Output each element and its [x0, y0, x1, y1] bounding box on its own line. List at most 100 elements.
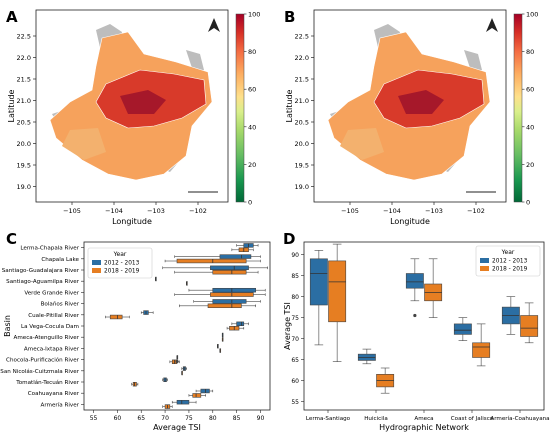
north-arrow-icon [486, 18, 498, 32]
chart-d-category-label: Armería-Coahuayana [490, 415, 549, 422]
box-body [176, 258, 247, 264]
map-x-tick-label: −105 [341, 207, 359, 215]
map-y-axis-label: Latitude [285, 89, 294, 122]
chart-c-category-label: Lerma-Chapala River [20, 246, 79, 252]
box-outlier [175, 359, 179, 364]
map-region-coast [62, 128, 106, 160]
chart-c-x-tick-label: 55 [90, 415, 98, 422]
chart-d-legend-box [475, 245, 541, 277]
box-body [309, 258, 328, 306]
map-y-tick-label: 21.5 [295, 76, 309, 84]
chart-d-networks: 55 60 65 70 75 80 85 90 Lerma-Santiago Huicicila A… [283, 241, 550, 432]
map-y-tick-label: 19.0 [17, 183, 31, 191]
box-body [236, 321, 245, 326]
colorbar-tick-label: 100 [526, 11, 538, 19]
chart-c-category-label: Ameca-Atenguillo River [14, 335, 80, 341]
chart-d-y-tick-label: 90 [291, 252, 299, 259]
chart-c-category-label: Verde Grande River [24, 290, 79, 296]
box-body [212, 287, 256, 293]
map-panel-a: −105 −104 −103 −102 22.5 22.0 21.5 21.0 20.5 20.0… [7, 9, 260, 226]
colorbar-tick-label: 60 [526, 86, 534, 94]
chart-c-category-label: Tomatlán-Tecuán River [15, 379, 79, 386]
chart-d-y-tick-label: 75 [291, 315, 299, 322]
map-y-axis-label: Latitude [7, 89, 16, 122]
chart-c-x-axis-label: Average TSI [153, 423, 201, 432]
box-body [328, 260, 347, 323]
colorbar [235, 13, 245, 203]
colorbar-tick-label: 60 [248, 86, 256, 94]
chart-c-x-tick-label: 85 [233, 415, 241, 422]
map-y-tick-label: 20.5 [295, 119, 309, 127]
chart-d-category-label: Huicicila [364, 416, 388, 422]
box-body [520, 315, 539, 337]
box-body [472, 342, 491, 358]
chart-c-category-label: Coahuayana River [28, 391, 80, 397]
box-body [207, 303, 242, 309]
box-body [212, 299, 247, 304]
chart-d-y-tick-label: 85 [291, 273, 299, 280]
box-body [109, 314, 123, 320]
map-y-tick-label: 19.5 [295, 162, 309, 170]
chart-c-x-tick-label: 65 [137, 415, 145, 422]
chart-d-category-label: Lerma-Santiago [306, 416, 351, 422]
chart-d-y-tick-label: 70 [291, 336, 299, 343]
chart-c-category-label: Armería River [41, 401, 80, 408]
colorbar-tick-label: 0 [526, 199, 530, 207]
chart-d-y-tick-label: 55 [291, 399, 299, 406]
colorbar-tick-label: 20 [248, 161, 256, 169]
panel-letter-c: C [6, 230, 17, 248]
map-y-tick-label: 21.0 [17, 97, 31, 105]
chart-c-x-tick-label: 90 [257, 415, 265, 422]
panel-letter-d: D [283, 230, 295, 248]
chart-c-basins: Lerma-Chapala River Chapala Lake Santiago-… [0, 241, 271, 432]
chart-d-legend-swatch [480, 258, 489, 263]
map-x-axis-label: Longitude [390, 217, 430, 226]
chart-c-legend-swatch [92, 268, 101, 273]
chart-d-legend-swatch [480, 266, 489, 271]
panel-letter-b: B [284, 8, 295, 26]
chart-c-legend-label: 2018 - 2019 [104, 269, 140, 275]
colorbar [513, 13, 523, 203]
north-arrow-icon [208, 18, 220, 32]
colorbar-tick-label: 80 [248, 48, 256, 56]
chart-d-y-tick-label: 60 [291, 378, 299, 385]
chart-c-x-tick-label: 75 [185, 415, 193, 422]
chart-c-category-label: San Nicolás-Cuitzmala River [0, 368, 79, 375]
chart-c-category-label: Chapala Lake [41, 257, 79, 263]
colorbar-tick-label: 40 [526, 123, 534, 131]
box-body [200, 388, 210, 394]
box-body [176, 399, 190, 405]
chart-c-category-label: Santiago-Guadalajara River [2, 268, 80, 274]
chart-c-legend-label: 2012 - 2013 [104, 261, 140, 267]
chart-c-category-label: Cuale-Pitillal River [28, 313, 80, 319]
map-x-tick-label: −104 [383, 207, 401, 215]
chart-c-category-label: Ameca-Ixtapa River [24, 346, 80, 352]
chart-c-category-label: La Vega-Cocula Dam [21, 324, 79, 330]
map-y-tick-label: 20.5 [17, 119, 31, 127]
colorbar-tick-label: 100 [248, 11, 260, 19]
map-x-tick-label: −105 [63, 207, 81, 215]
map-y-tick-label: 19.5 [17, 162, 31, 170]
map-y-tick-label: 22.5 [295, 33, 309, 41]
box-body [219, 254, 252, 259]
colorbar-tick-label: 0 [248, 199, 252, 207]
chart-d-category-label: Coast of Jalisco [451, 416, 494, 422]
map-x-tick-label: −103 [425, 207, 443, 215]
map-panel-b: −105 −104 −103 −102 22.5 22.0 21.5 21.0 20.5 20.0… [285, 9, 538, 226]
map-y-tick-label: 22.0 [17, 54, 31, 62]
chart-c-category-label: Santiago-Aguamilpa River [6, 279, 80, 285]
box-outlier [413, 313, 417, 318]
chart-c-category-label: Chocola-Purificación River [6, 357, 80, 364]
panel-letter-a: A [6, 8, 18, 26]
colorbar-tick-label: 40 [248, 123, 256, 131]
chart-d-y-axis-label: Average TSI [283, 302, 292, 350]
box-body [212, 269, 247, 275]
chart-c-x-tick-label: 70 [161, 415, 169, 422]
chart-c-legend-box [87, 247, 153, 279]
map-x-tick-label: −104 [105, 207, 123, 215]
box-body [405, 273, 424, 289]
map-x-tick-label: −102 [189, 207, 207, 215]
chart-d-legend-title: Year [501, 249, 515, 256]
map-y-tick-label: 20.0 [17, 140, 31, 148]
